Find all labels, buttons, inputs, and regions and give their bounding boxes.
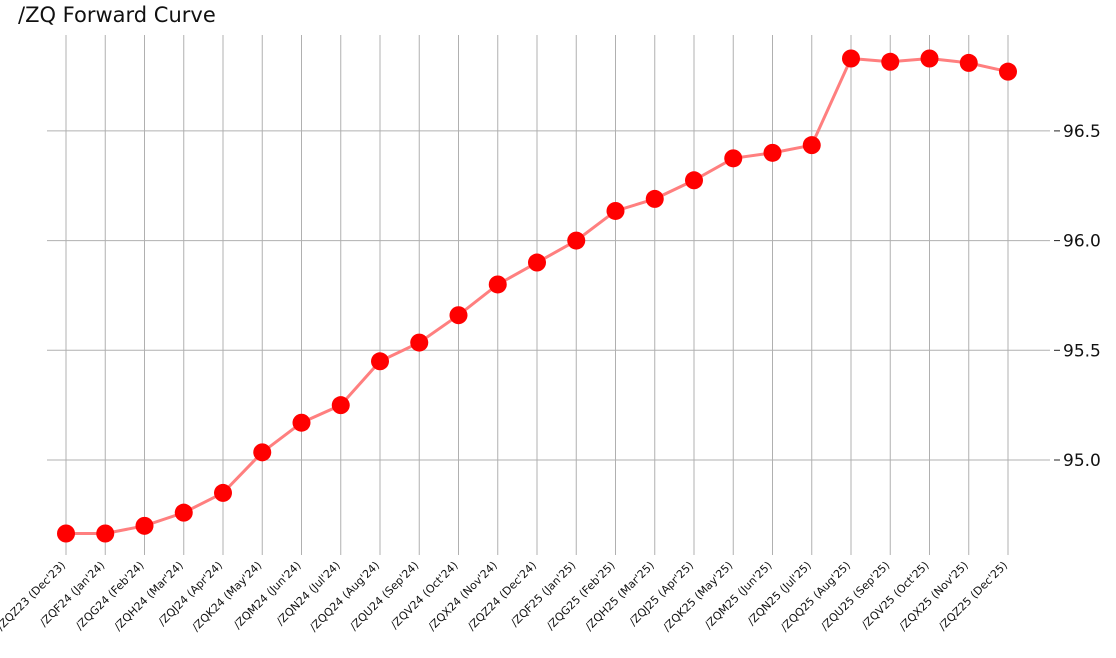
data-point — [488, 275, 507, 294]
x-tick-label: /ZQZ25 (Dec'25) — [936, 559, 1010, 633]
data-point — [410, 333, 429, 352]
data-point — [763, 143, 782, 162]
x-tick-label: /ZQG24 (Feb'24) — [73, 559, 147, 633]
data-point — [920, 49, 939, 68]
x-tick-label: /ZQK24 (May'24) — [189, 559, 264, 634]
x-gridlines — [65, 35, 1009, 555]
data-point — [685, 171, 703, 190]
x-tick-label: /ZQH25 (Mar'25) — [583, 559, 657, 633]
x-tick-label: /ZQK25 (May'25) — [660, 559, 735, 634]
x-tick-label: /ZQG25 (Feb'25) — [544, 559, 618, 633]
data-point — [724, 149, 743, 168]
data-point — [881, 52, 900, 71]
x-tick-label: /ZQV24 (Oct'24) — [388, 559, 461, 632]
x-tick-label: /ZQM25 (Jun'25) — [702, 559, 775, 632]
data-point — [214, 483, 232, 502]
data-point — [135, 516, 154, 535]
y-tick-label: 96.0 — [1063, 232, 1101, 252]
x-tick-label: /ZQH24 (Mar'24) — [112, 559, 186, 633]
series-group — [57, 49, 1017, 543]
data-point — [802, 136, 821, 155]
x-tick-label: /ZQQ25 (Aug'25) — [778, 559, 853, 634]
x-tick-label: /ZQV25 (Oct'25) — [859, 559, 932, 632]
data-point — [567, 231, 586, 250]
data-point — [57, 524, 75, 543]
data-point — [959, 53, 978, 72]
data-point — [174, 503, 193, 522]
y-gridlines — [47, 130, 1060, 461]
chart-title: /ZQ Forward Curve — [18, 3, 216, 27]
x-tick-label: /ZQZ23 (Dec'23) — [0, 559, 68, 633]
x-tick-label: /ZQU25 (Sep'25) — [818, 559, 892, 633]
y-tick-labels: 95.0 95.5 96.0 96.5 — [1063, 122, 1101, 471]
data-point — [528, 253, 546, 272]
data-point — [331, 396, 350, 415]
x-tick-label: /ZQZ24 (Dec'24) — [465, 559, 539, 633]
data-point — [96, 524, 115, 543]
data-point — [371, 352, 389, 371]
x-tick-labels: /ZQZ23 (Dec'23)/ZQF24 (Jan'24)/ZQG24 (Fe… — [0, 559, 1010, 634]
x-tick-label: /ZQU24 (Sep'24) — [347, 559, 421, 633]
x-tick-label: /ZQM24 (Jun'24) — [231, 559, 304, 632]
y-tick-label: 95.5 — [1063, 341, 1101, 361]
data-point — [999, 62, 1017, 81]
data-point — [645, 189, 664, 208]
x-tick-label: /ZQQ24 (Aug'24) — [307, 559, 382, 634]
data-point — [842, 49, 860, 68]
y-tick-label: 96.5 — [1063, 122, 1101, 142]
data-point — [449, 306, 468, 325]
data-point — [253, 443, 272, 462]
y-tick-label: 95.0 — [1063, 451, 1101, 471]
x-tick-label: /ZQX24 (Nov'24) — [426, 559, 500, 633]
x-tick-label: /ZQX25 (Nov'25) — [897, 559, 971, 633]
data-point — [292, 413, 311, 432]
data-point — [606, 201, 625, 220]
